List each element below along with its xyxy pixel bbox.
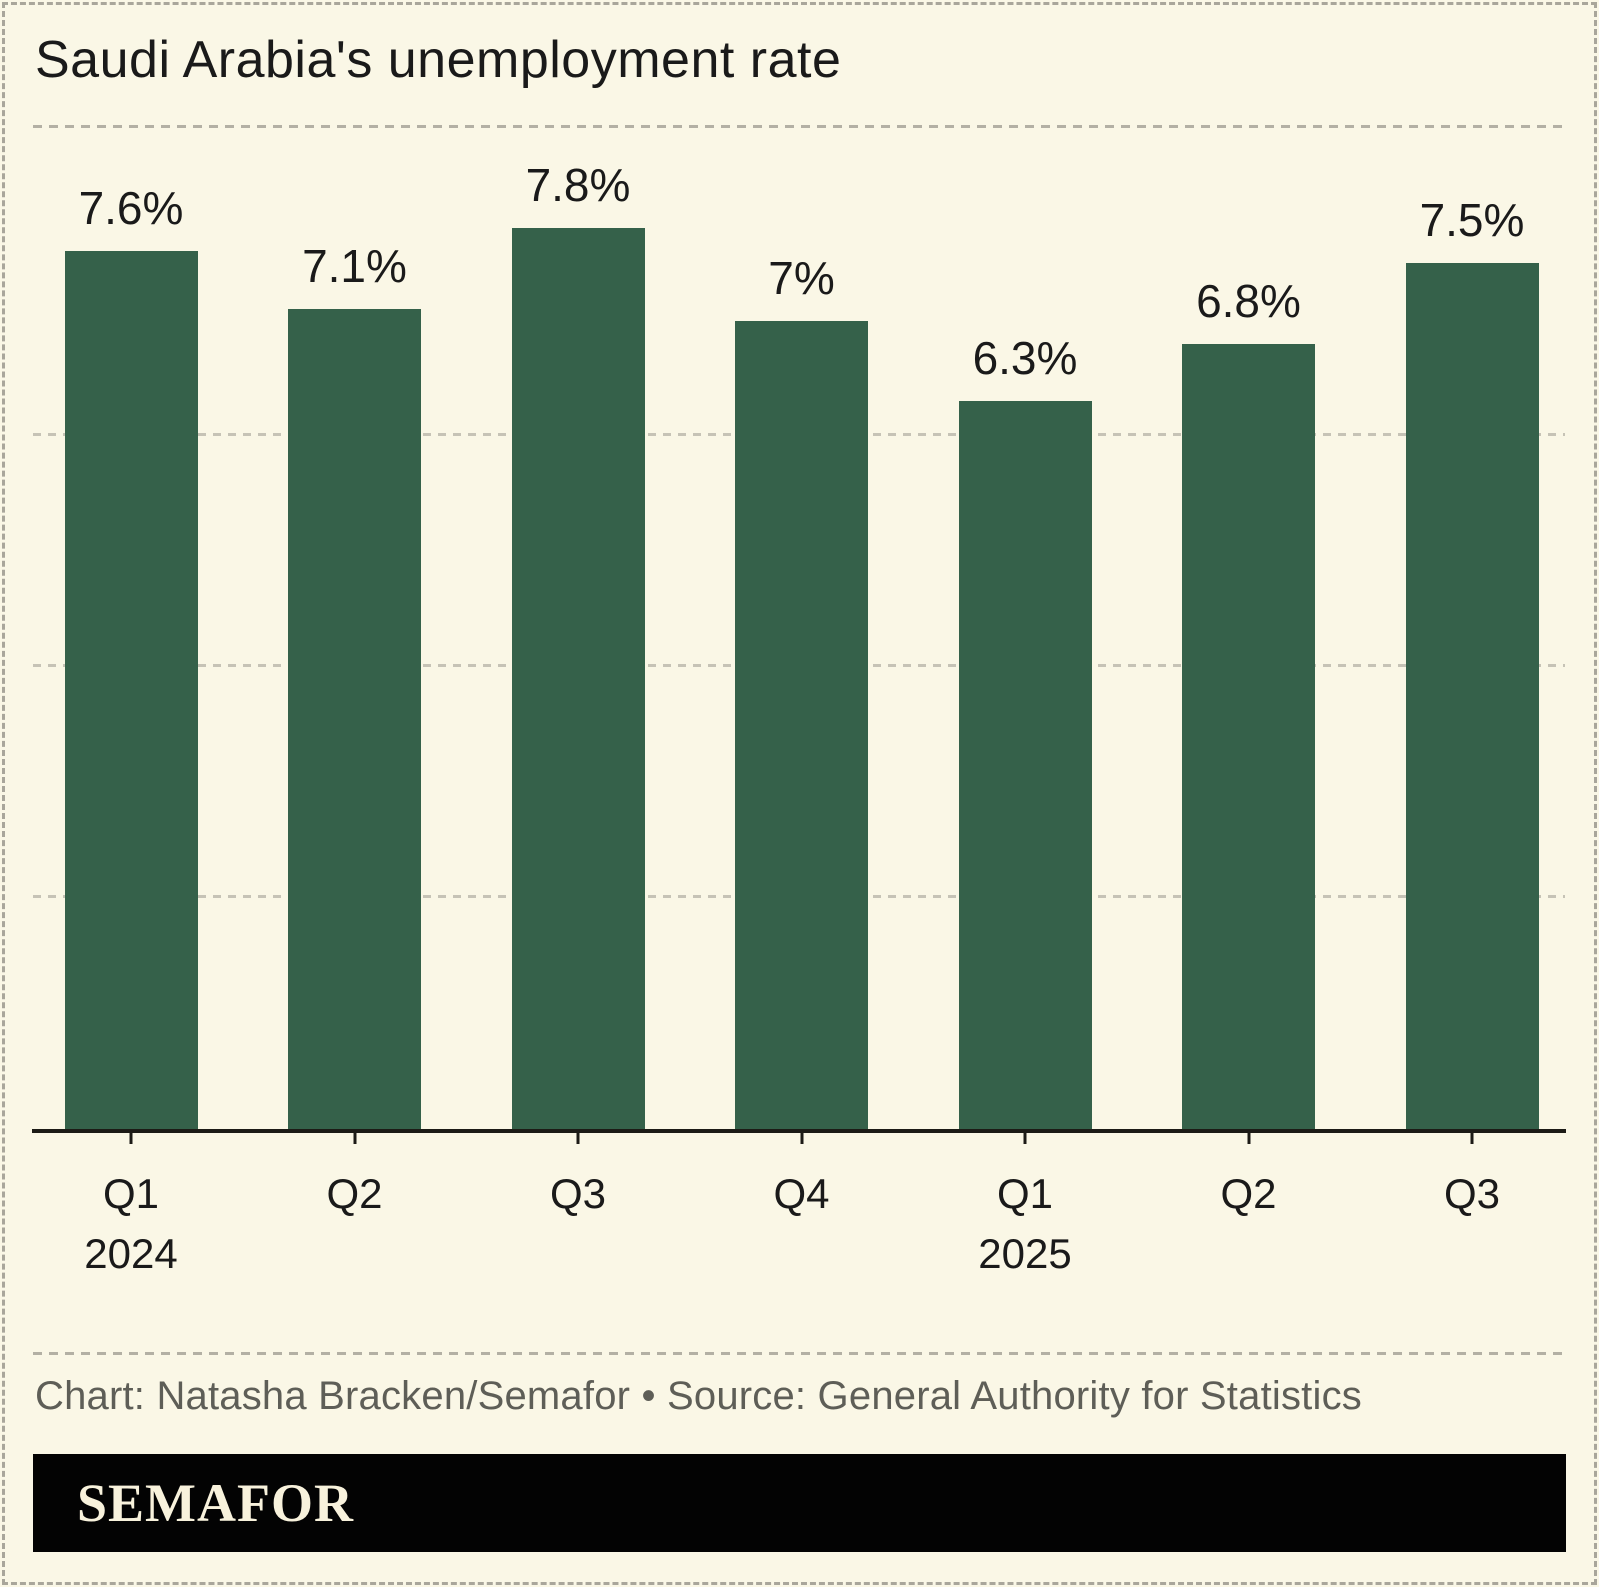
- value-label: 7.8%: [525, 159, 631, 212]
- chart-title: Saudi Arabia's unemployment rate: [35, 31, 842, 89]
- x-axis-label: Q1: [996, 1170, 1054, 1217]
- x-axis-label: Q4: [773, 1170, 830, 1217]
- x-axis-tick: [1023, 1129, 1027, 1144]
- title-divider-dashed-line: [33, 125, 1566, 128]
- semafor-logo: SEMAFOR: [77, 1473, 354, 1533]
- x-axis-label: Q3: [549, 1170, 607, 1217]
- x-axis-line: [32, 1129, 1566, 1133]
- value-label: 6.8%: [1196, 274, 1301, 327]
- bar-q2-2024: [288, 308, 421, 1129]
- bar-q1-2025: [958, 401, 1092, 1129]
- x-axis-year-label: 2024: [84, 1230, 178, 1277]
- x-axis-tick: [576, 1129, 580, 1144]
- x-axis-tick: [1470, 1129, 1474, 1144]
- bar-q4-2024: [735, 320, 868, 1129]
- bar-chart-plot-area: 7.6% Q1 7.1% Q2 7.8% Q3 7% Q4 6.3% Q1 6.8% Q2 7.5% Q3…: [32, 127, 1566, 1277]
- value-label: 7.1%: [302, 239, 407, 292]
- value-label: 7.6%: [78, 182, 184, 235]
- bar-q3-2024: [511, 228, 645, 1129]
- bar-q1-2024: [64, 251, 198, 1129]
- value-label: 6.3%: [972, 332, 1078, 385]
- x-axis-label: Q3: [1443, 1170, 1501, 1217]
- x-axis-year-label: 2025: [978, 1230, 1072, 1277]
- bar-q3-2025: [1405, 262, 1539, 1129]
- x-axis-tick: [353, 1129, 356, 1144]
- x-axis-label: Q2: [1220, 1170, 1277, 1217]
- x-axis-tick: [1247, 1129, 1250, 1144]
- x-axis-tick: [800, 1129, 803, 1144]
- value-label: 7.5%: [1419, 193, 1525, 246]
- x-axis-tick: [129, 1129, 133, 1144]
- semafor-footer-bar: SEMAFOR: [33, 1454, 1566, 1552]
- x-axis-label: Q1: [102, 1170, 160, 1217]
- caption-divider-dashed-line: [33, 1352, 1566, 1355]
- value-label: 7%: [768, 251, 835, 304]
- chart-credit-source: Chart: Natasha Bracken/Semafor • Source:…: [35, 1374, 1362, 1418]
- x-axis-label: Q2: [326, 1170, 383, 1217]
- bar-q2-2025: [1182, 343, 1315, 1129]
